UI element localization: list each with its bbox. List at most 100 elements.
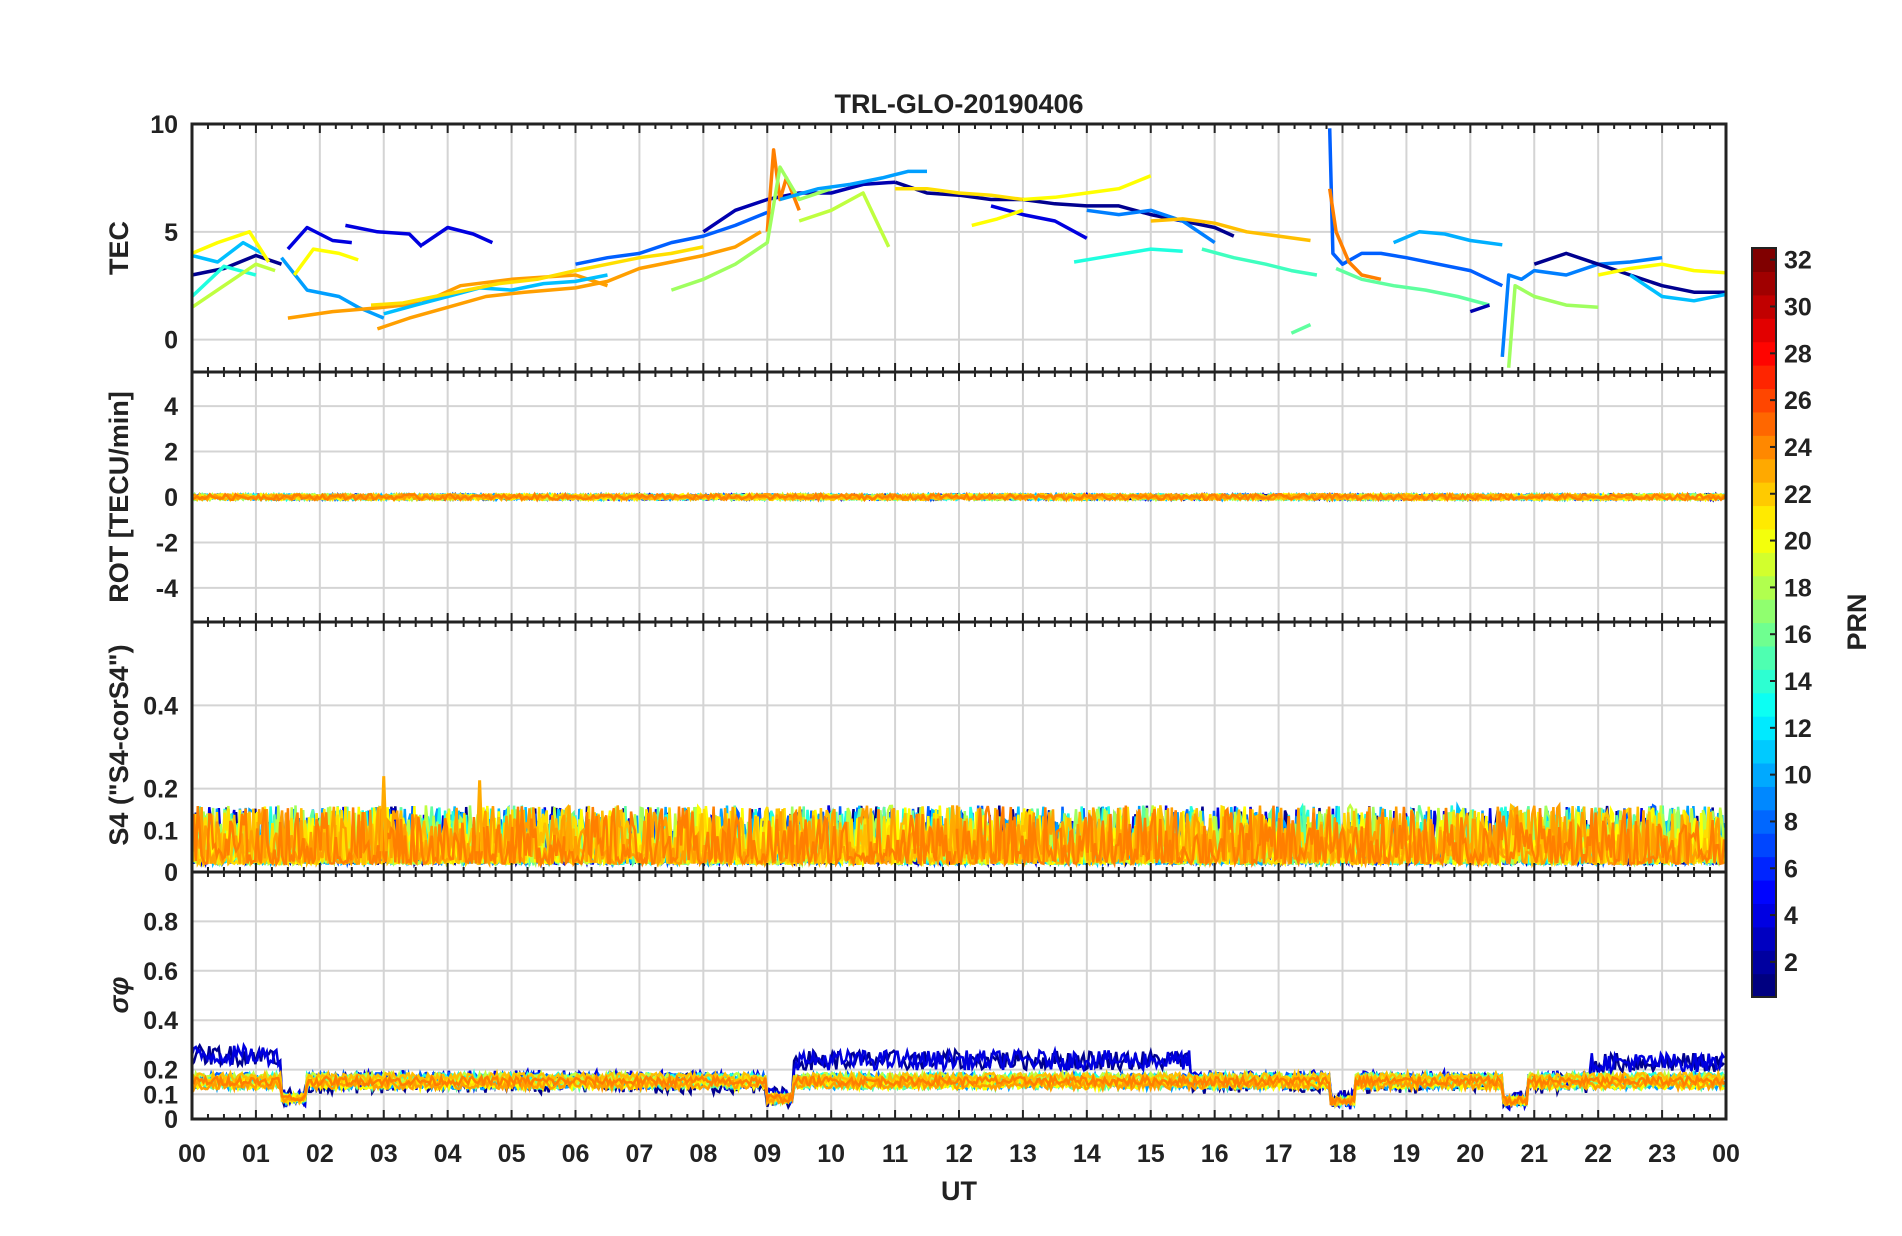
panel-tec: 0 5 10 (150, 111, 1728, 374)
colorbar-tick-label: 16 (1784, 621, 1812, 649)
tec-series-prn-14 (1073, 247, 1183, 264)
panel-sigma_phi: 00.10.2 0.4 0.6 0.8 (143, 870, 1728, 1134)
y-tick-label: 0 (164, 484, 178, 512)
x-tick-label: 12 (945, 1140, 973, 1168)
x-tick-label: 20 (1456, 1140, 1484, 1168)
y-tick-label: 0 (164, 327, 178, 355)
y-axis-label-s4: S4 ("S4-corS4") (104, 644, 134, 845)
tec-series-prn-11 (280, 256, 385, 320)
y-tick-label: 0.1 (143, 1081, 178, 1109)
x-tick-label: 13 (1009, 1140, 1037, 1168)
tec-series-prn-16 (1335, 266, 1490, 307)
colorbar-tick-label: 4 (1784, 902, 1798, 930)
x-tick-label: 05 (498, 1140, 526, 1168)
colorbar-tick-label: 18 (1784, 574, 1812, 602)
x-tick-label: 01 (242, 1140, 270, 1168)
colorbar-tick-label: 28 (1784, 340, 1812, 368)
y-tick-label: -4 (156, 575, 178, 603)
x-tick-label: 09 (753, 1140, 781, 1168)
y-tick-label: 10 (150, 111, 178, 139)
colorbar-swatch (1752, 505, 1776, 530)
tec-series-prn-3 (345, 223, 424, 249)
colorbar-tick-label: 30 (1784, 294, 1812, 322)
colorbar-tick-label: 10 (1784, 762, 1812, 790)
colorbar-tick-label: 24 (1784, 434, 1812, 462)
x-tick-label: 23 (1648, 1140, 1676, 1168)
tec-series-prn-17 (1506, 283, 1599, 368)
x-tick-label: 11 (882, 1140, 909, 1168)
tec-series-prn-22 (1150, 217, 1311, 243)
x-tick-label: 00 (178, 1140, 206, 1168)
tec-series-prn-3 (286, 225, 352, 251)
tec-series-prn-20 (292, 247, 359, 277)
tec-series-prn-16 (1290, 323, 1312, 335)
y-tick-label: 0.2 (143, 776, 178, 804)
x-tick-label: 02 (306, 1140, 334, 1168)
tec-series-prn-9 (1392, 230, 1503, 247)
tec-series-prn-12 (191, 240, 264, 264)
colorbar-tick-label: 26 (1784, 387, 1812, 415)
colorbar-tick-label: 12 (1784, 715, 1812, 743)
rot-series-trace (191, 491, 1727, 503)
tec-series-prn-15 (1201, 247, 1318, 277)
colorbar-swatch (1752, 645, 1776, 670)
colorbar-swatch (1752, 973, 1776, 998)
s4-series-trace (190, 805, 1726, 869)
x-tick-label: 18 (1329, 1140, 1357, 1168)
tec-series-prn-21 (895, 186, 1024, 202)
panel-data-tec (190, 128, 1727, 368)
colorbar-label: PRN (1842, 593, 1872, 650)
tec-series-prn-12 (1629, 273, 1727, 303)
colorbar-swatch (1752, 271, 1776, 296)
colorbar-swatch (1752, 692, 1776, 717)
y-tick-label: 0 (164, 859, 178, 887)
colorbar-swatch (1752, 599, 1776, 624)
colorbar-swatch (1752, 926, 1776, 951)
colorbar-frame (1751, 247, 1777, 998)
tec-series-prn-3 (421, 225, 494, 247)
y-tick-label: 0.4 (143, 1007, 178, 1035)
x-tick-label: 16 (1201, 1140, 1229, 1168)
colorbar-tick-label: 22 (1784, 481, 1812, 509)
tec-series-prn-20 (1022, 174, 1152, 202)
s4-peak (475, 780, 484, 852)
colorbar-swatch (1752, 739, 1776, 764)
sigma-phi-series-trace (191, 1072, 1726, 1107)
s4-peak (948, 805, 957, 852)
y-tick-label: -2 (156, 529, 178, 557)
x-tick-label: 06 (562, 1140, 590, 1168)
y-tick-label: 0.4 (143, 692, 178, 720)
tec-series-prn-21 (370, 245, 704, 307)
chart-title: TRL-GLO-20190406 (834, 89, 1083, 119)
tec-series-prn-6 (1327, 128, 1504, 288)
x-tick-label: 03 (370, 1140, 398, 1168)
colorbar-tick-label: 14 (1784, 668, 1812, 696)
tec-series-prn-24 (1327, 188, 1382, 282)
y-tick-label: 4 (164, 393, 178, 421)
s4-peak (565, 805, 574, 852)
x-tick-label: 22 (1584, 1140, 1612, 1168)
tec-series-prn-20 (191, 230, 271, 263)
x-tick-label: 00 (1712, 1140, 1740, 1168)
x-tick-label: 14 (1073, 1140, 1101, 1168)
tec-series-prn-3 (990, 204, 1088, 240)
colorbar-tick-label: 8 (1784, 808, 1798, 836)
tec-series-prn-2 (1469, 303, 1491, 314)
colorbar-swatch (1752, 833, 1776, 858)
chart-panels: 0510-4-202400.10.20.400.10.20.40.60.8TEC… (104, 111, 1740, 1168)
colorbar-swatch (1752, 365, 1776, 390)
colorbar-swatch (1752, 458, 1776, 483)
tec-series-prn-1 (894, 180, 1235, 238)
tec-series-prn-11 (779, 169, 927, 202)
y-axis-label-sigma-phi: σφ (104, 977, 134, 1014)
colorbar-swatch (1752, 411, 1776, 436)
x-tick-label: 04 (434, 1140, 462, 1168)
colorbar-tick-label: 20 (1784, 528, 1812, 556)
tec-series-prn-20 (971, 208, 1024, 228)
panel-s4: 0 0.1 0.2 0.4 (143, 620, 1728, 887)
tec-series-prn-6 (575, 210, 768, 266)
y-tick-label: 0.6 (143, 958, 178, 986)
tec-series-prn-7 (1086, 208, 1216, 245)
y-tick-label: 0.8 (143, 908, 178, 936)
